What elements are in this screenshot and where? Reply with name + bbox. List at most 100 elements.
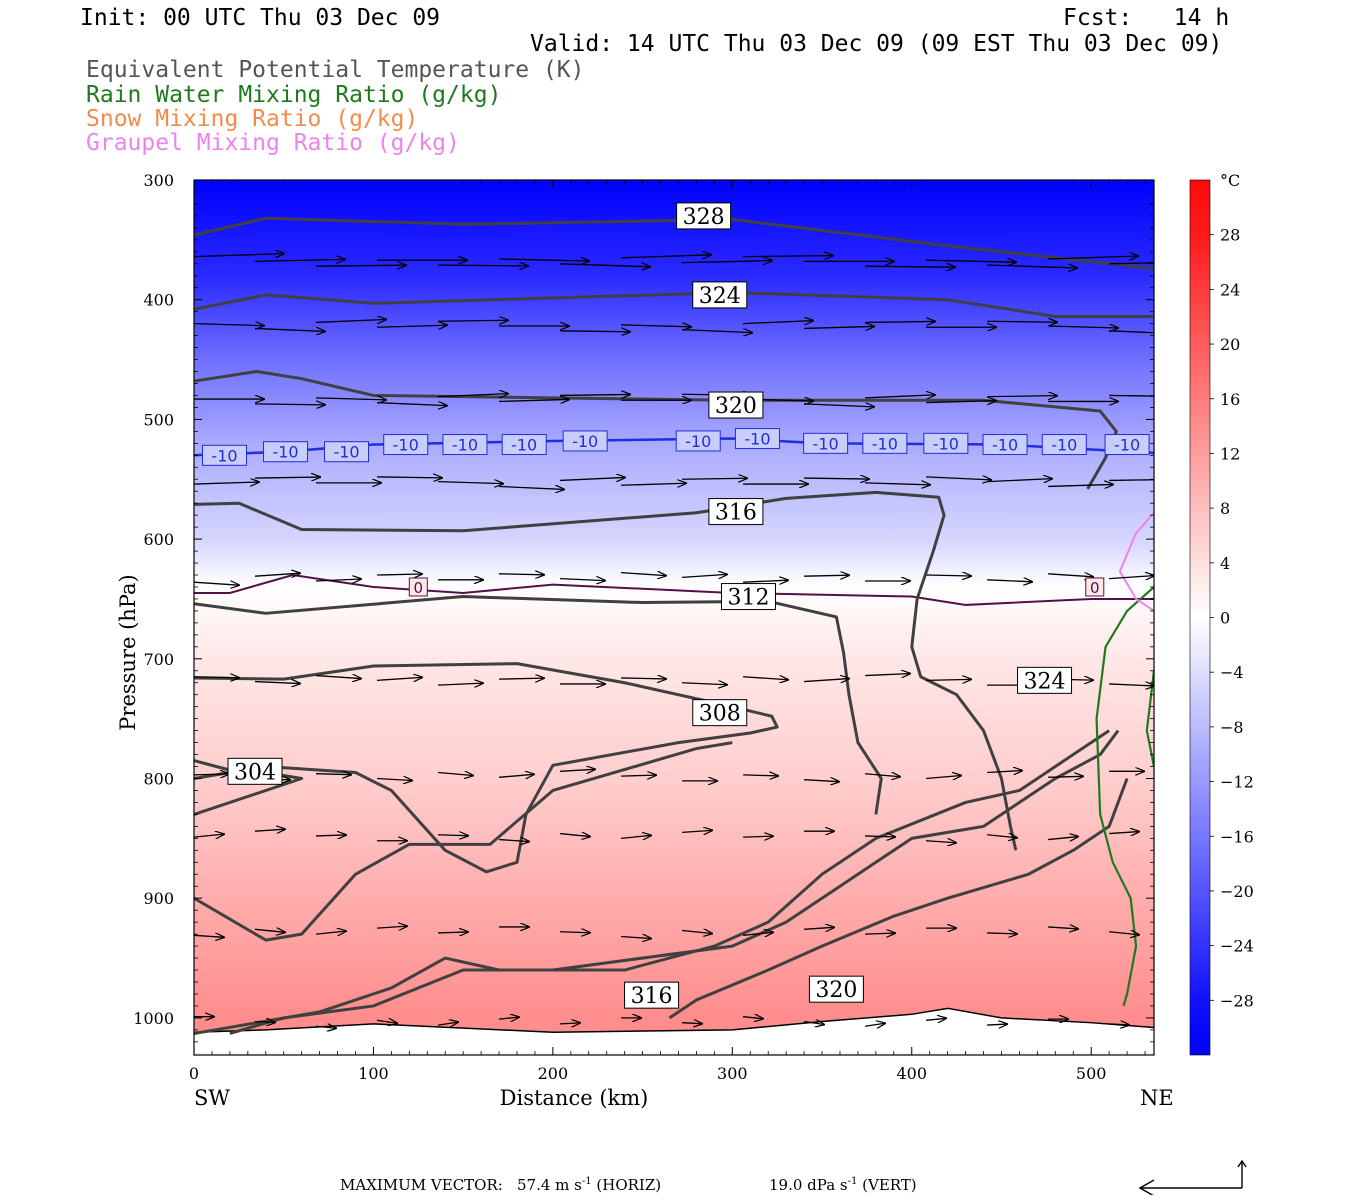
wind-vector: [987, 933, 1017, 934]
wind-vector: [865, 395, 935, 398]
isotherm-zero: [194, 573, 1154, 606]
wind-vector: [1048, 326, 1118, 328]
wind-vector: [377, 477, 442, 478]
x-tick-label: 400: [896, 1064, 927, 1083]
wind-vector: [1109, 1024, 1129, 1025]
wind-vector: [987, 479, 1052, 482]
isotherm-label-box: [324, 441, 370, 463]
wind-vector: [194, 935, 224, 937]
isotherm-label-minus10: -10: [572, 432, 598, 451]
valid-time: Valid: 14 UTC Thu 03 Dec 09 (09 EST Thu …: [530, 31, 1223, 57]
theta-e-label: 304: [234, 760, 276, 785]
wind-vector: [621, 573, 666, 576]
wind-vector: [743, 1017, 763, 1019]
isotherm-label-box: [383, 434, 429, 456]
colorbar-tick-label: −12: [1220, 773, 1254, 792]
wind-vector: [376, 1020, 397, 1023]
wind-vector: [437, 773, 473, 776]
wind-vector: [438, 482, 503, 484]
wind-vector: [254, 573, 300, 576]
wind-vector: [1109, 832, 1139, 834]
isotherm-label-box: [501, 434, 547, 456]
wind-vector: [743, 775, 778, 776]
wind-vector: [926, 477, 991, 480]
wind-vector: [499, 259, 589, 261]
rain-water-contour: [1095, 586, 1154, 1007]
isotherm-label-box: [923, 432, 969, 454]
wind-vector: [438, 932, 468, 933]
isotherm-label-box: [982, 434, 1028, 456]
wind-vector: [1048, 256, 1138, 259]
isotherm-label-box: [1085, 577, 1105, 597]
wind-vector: [560, 264, 650, 267]
wind-vector: [499, 399, 569, 401]
wind-vector: [682, 683, 727, 685]
wind-vector: [926, 260, 1016, 262]
wind-vector: [682, 574, 727, 577]
wind-vector: [315, 579, 361, 581]
x-tick-label: 300: [717, 1064, 748, 1083]
wind-vector: [865, 774, 900, 777]
wind-vector: [438, 265, 528, 266]
wind-vector: [316, 774, 351, 775]
theta-e-label: 320: [815, 978, 857, 1003]
wind-vector: [804, 575, 849, 576]
wind-vector: [1109, 262, 1154, 265]
colorbar-tick-label: 24: [1220, 280, 1240, 299]
reference-vector-icon: [1138, 1159, 1247, 1195]
x-tick-label: 200: [538, 1064, 569, 1083]
max-vector-label: MAXIMUM VECTOR:: [340, 1176, 503, 1194]
theta-e-contour-312: [194, 595, 883, 815]
wind-vector: [1109, 932, 1139, 935]
wind-vector: [560, 932, 590, 933]
wind-vector: [743, 321, 813, 324]
wind-vector: [743, 256, 833, 257]
wind-vector: [743, 580, 788, 582]
temperature-shading: [194, 180, 1154, 1054]
isotherm-label-minus10: -10: [1114, 436, 1140, 455]
theta-e-contour-lower-3: [668, 777, 1129, 1020]
wind-vector: [865, 266, 955, 267]
wind-vector: [560, 579, 605, 581]
wind-vector: [1109, 684, 1154, 686]
wind-vector: [682, 931, 712, 934]
wind-vector: [560, 331, 630, 332]
isotherm-label-minus10: -10: [744, 430, 770, 449]
wind-vector: [254, 1021, 275, 1022]
wind-vector: [621, 937, 651, 939]
wind-vector: [254, 682, 300, 684]
x-axis-label: Distance (km): [500, 1086, 649, 1110]
wind-vector: [377, 325, 447, 327]
wind-vector: [682, 330, 752, 333]
colorbar-tick-label: 8: [1220, 499, 1230, 518]
isotherm-label-minus10: -10: [872, 434, 898, 453]
isotherm-label-box: [1041, 434, 1087, 456]
field-label-theta-e: Equivalent Potential Temperature (K): [86, 57, 585, 83]
wind-vector: [194, 774, 229, 775]
direction-label-ne: NE: [1140, 1086, 1174, 1110]
wind-vector: [804, 478, 869, 479]
colorbar-unit: °C: [1220, 171, 1240, 190]
wind-vector: [499, 574, 544, 575]
wind-vector: [865, 836, 895, 837]
wind-vector: [377, 403, 447, 406]
isotherm-label-box: [562, 430, 608, 452]
wind-vector: [743, 932, 773, 935]
isotherm-label-minus10: -10: [685, 432, 711, 451]
isotherm-label-box: [675, 430, 721, 452]
wind-vector: [254, 477, 320, 478]
colorbar-tick-label: 0: [1220, 609, 1230, 628]
wind-vector: [438, 394, 508, 397]
theta-e-label-box: [692, 281, 748, 309]
field-label-graupel: Graupel Mixing Ratio (g/kg): [86, 130, 460, 156]
theta-e-label: 328: [683, 205, 725, 230]
wind-vector: [560, 769, 595, 771]
wind-vector: [560, 1023, 580, 1024]
wind-vector: [804, 780, 839, 782]
wind-vector: [194, 834, 224, 837]
wind-vector: [499, 486, 564, 489]
x-tick-label: 0: [189, 1064, 199, 1083]
wind-vector: [315, 1026, 336, 1028]
theta-e-label-box: [808, 975, 864, 1003]
wind-vector: [499, 678, 544, 679]
